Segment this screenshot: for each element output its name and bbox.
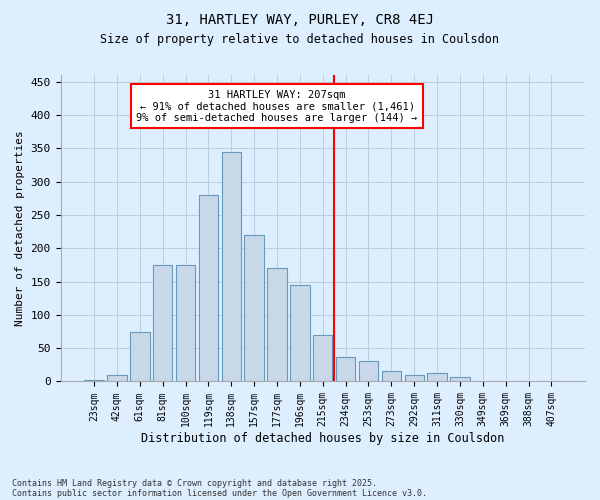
Bar [313, 335, 332, 382]
Bar [450, 378, 470, 382]
Bar [404, 375, 424, 382]
Bar [85, 380, 104, 382]
Bar [359, 362, 378, 382]
Text: 31 HARTLEY WAY: 207sqm
← 91% of detached houses are smaller (1,461)
9% of semi-d: 31 HARTLEY WAY: 207sqm ← 91% of detached… [136, 90, 418, 123]
Bar [427, 374, 447, 382]
Bar [153, 265, 172, 382]
X-axis label: Distribution of detached houses by size in Coulsdon: Distribution of detached houses by size … [141, 432, 505, 445]
Bar [473, 381, 493, 382]
Bar [199, 195, 218, 382]
Bar [290, 285, 310, 382]
Bar [221, 152, 241, 382]
Text: Contains public sector information licensed under the Open Government Licence v3: Contains public sector information licen… [12, 488, 427, 498]
Y-axis label: Number of detached properties: Number of detached properties [15, 130, 25, 326]
Bar [107, 375, 127, 382]
Bar [382, 372, 401, 382]
Text: Contains HM Land Registry data © Crown copyright and database right 2025.: Contains HM Land Registry data © Crown c… [12, 478, 377, 488]
Bar [244, 235, 264, 382]
Bar [130, 332, 149, 382]
Text: 31, HARTLEY WAY, PURLEY, CR8 4EJ: 31, HARTLEY WAY, PURLEY, CR8 4EJ [166, 12, 434, 26]
Text: Size of property relative to detached houses in Coulsdon: Size of property relative to detached ho… [101, 32, 499, 46]
Bar [336, 357, 355, 382]
Bar [268, 268, 287, 382]
Bar [176, 265, 195, 382]
